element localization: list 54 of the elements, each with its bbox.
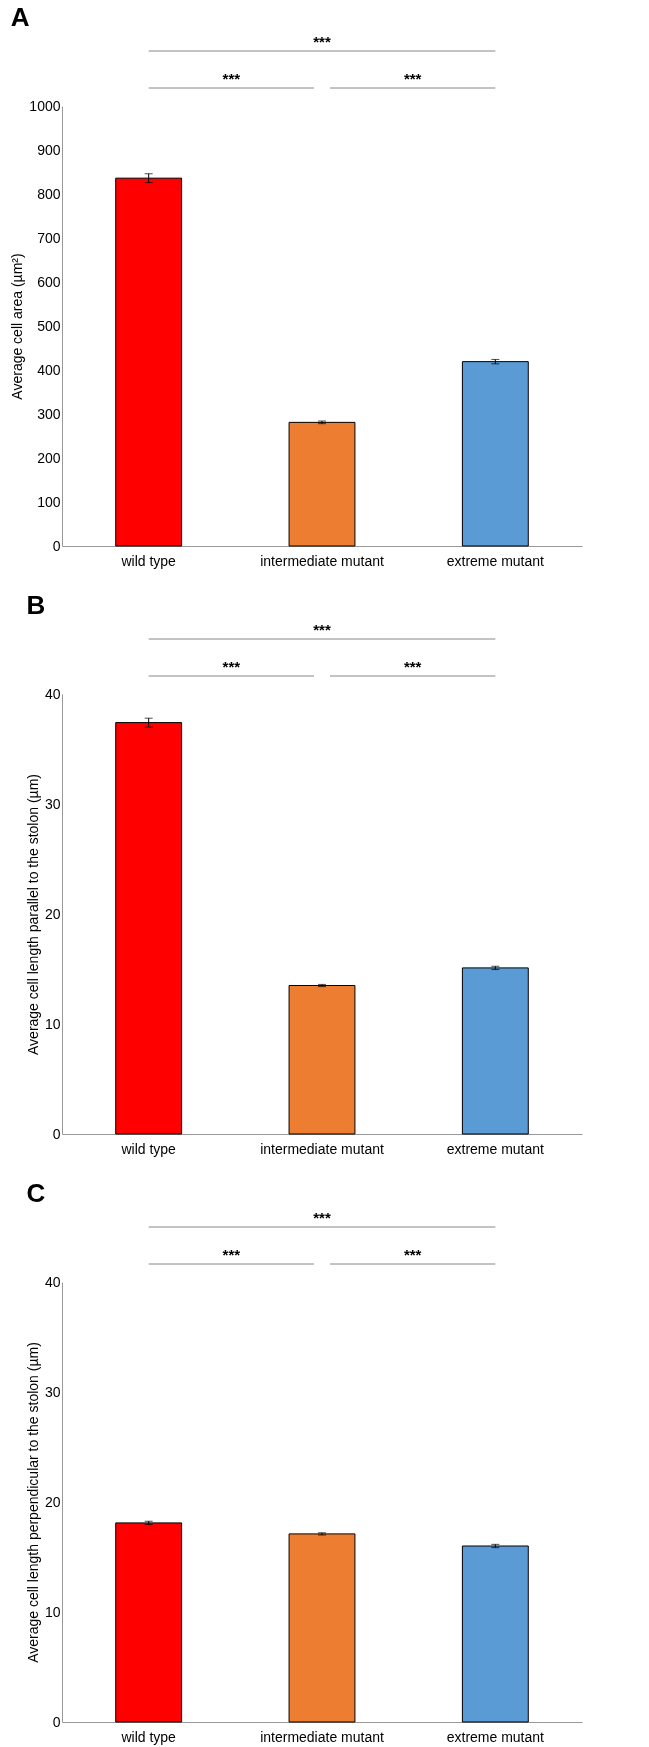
- x-tick-label: intermediate mutant: [260, 1140, 384, 1157]
- bar: [288, 1533, 356, 1723]
- text: ***: [313, 1209, 331, 1226]
- text: ***: [403, 70, 422, 87]
- y-tick-label: 700: [37, 229, 61, 246]
- text: ***: [313, 33, 331, 50]
- y-tick-label: 1000: [29, 97, 61, 114]
- y-tick-label: 400: [37, 361, 61, 378]
- y-tick-label: 100: [37, 493, 61, 510]
- y-tick-label: 40: [44, 1273, 61, 1290]
- chart-title: A: [10, 2, 30, 32]
- chart-title: C: [26, 1178, 46, 1208]
- x-tick-label: wild type: [120, 1140, 177, 1157]
- chart-title: B: [26, 590, 46, 620]
- text: ***: [403, 1246, 422, 1263]
- y-tick-label: 300: [37, 405, 61, 422]
- y-tick-label: 10: [44, 1015, 61, 1032]
- x-tick-label: wild type: [120, 1728, 177, 1745]
- y-tick-label: 20: [44, 905, 61, 922]
- y-tick-label: 900: [37, 141, 61, 158]
- y-tick-label: 800: [37, 185, 61, 202]
- y-tick-label: 10: [44, 1603, 61, 1620]
- y-tick-label: 600: [37, 273, 61, 290]
- x-tick-label: intermediate mutant: [260, 552, 384, 569]
- y-tick-label: 30: [44, 1383, 61, 1400]
- x-tick-label: extreme mutant: [446, 1140, 545, 1157]
- bar: [461, 1545, 529, 1723]
- y-tick-label: 0: [52, 1125, 61, 1142]
- y-axis-title: Average cell length parallel to the stolon (µm): [24, 774, 41, 1055]
- bar: [461, 967, 529, 1135]
- y-tick-label: 20: [44, 1493, 61, 1510]
- text: ***: [403, 658, 422, 675]
- y-tick-label: 500: [37, 317, 61, 334]
- y-tick-label: 200: [37, 449, 61, 466]
- y-axis-title: Average cell length perpendicular to the stolon (µm): [24, 1342, 41, 1663]
- text: ***: [222, 70, 241, 87]
- bar: [115, 1522, 183, 1723]
- text: ***: [313, 621, 331, 638]
- y-tick-label: 0: [52, 537, 61, 554]
- text: ***: [222, 1246, 241, 1263]
- bar: [115, 722, 183, 1135]
- y-tick-label: 0: [52, 1713, 61, 1730]
- bar: [288, 985, 356, 1135]
- y-tick-label: 30: [44, 795, 61, 812]
- y-tick-label: 40: [44, 685, 61, 702]
- text: ***: [222, 658, 241, 675]
- bar: [288, 421, 356, 547]
- bar: [115, 177, 183, 547]
- x-tick-label: wild type: [120, 552, 177, 569]
- bar: [461, 361, 529, 547]
- y-axis-title: Average cell area (µm²): [9, 253, 26, 400]
- x-tick-label: extreme mutant: [446, 552, 545, 569]
- x-tick-label: intermediate mutant: [260, 1728, 384, 1745]
- x-tick-label: extreme mutant: [446, 1728, 545, 1745]
